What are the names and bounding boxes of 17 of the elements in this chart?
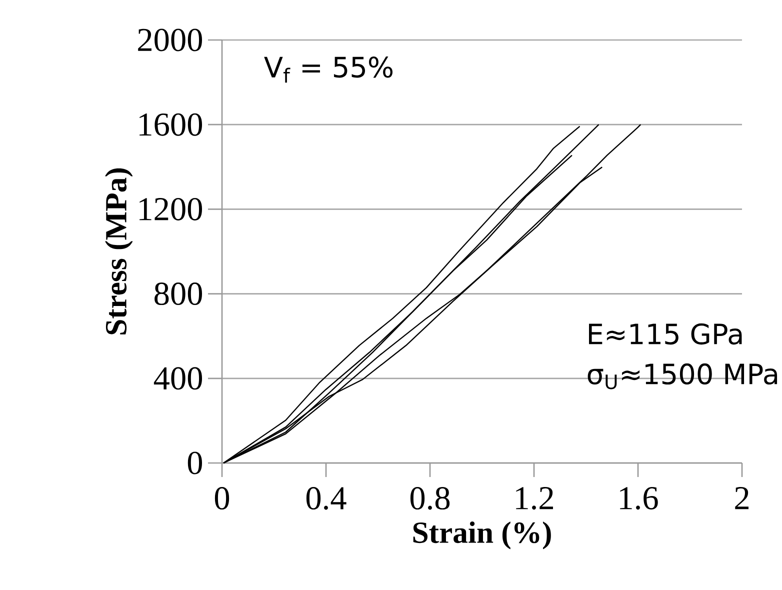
annotation: E≈115 GPa <box>589 323 742 345</box>
y-tick-label: 2000 <box>138 28 202 52</box>
x-tick-label: 1.6 <box>620 487 658 510</box>
x-tick-label: 2 <box>735 487 748 510</box>
x-tick-label: 1.2 <box>516 487 553 510</box>
x-axis-title: Strain (%) <box>413 521 551 550</box>
annotation: V$_{f}$ = 55% <box>264 56 392 83</box>
x-tick-label: 0.4 <box>306 487 346 510</box>
x-tick-label: 0.8 <box>410 487 450 510</box>
y-tick-label: 1200 <box>140 198 202 220</box>
y-tick-label: 0 <box>188 452 202 474</box>
y-axis-title: Stress (MPa) <box>104 168 133 334</box>
x-tick-label: 0 <box>214 487 230 510</box>
annotation: σ$_{U}$≈1500 MPa <box>588 363 778 390</box>
y-tick-label: 400 <box>154 367 202 390</box>
y-tick-label: 1600 <box>140 113 202 136</box>
y-tick-label: 800 <box>154 282 202 306</box>
